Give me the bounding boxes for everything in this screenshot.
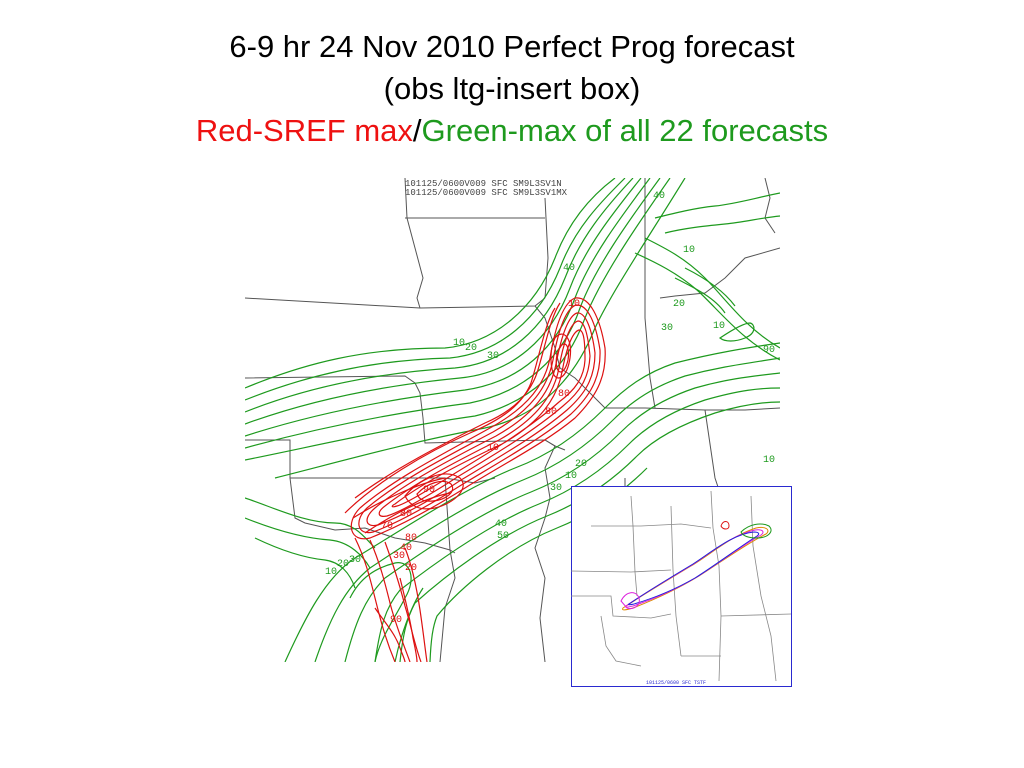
contour-label: 10 (683, 245, 695, 256)
contour-label: 70 (381, 521, 393, 532)
contour-label: 90 (763, 345, 775, 356)
red-contours (344, 297, 606, 662)
contour-label: 20 (337, 559, 349, 570)
contour-label: 10 (453, 338, 465, 349)
inset-contours (620, 521, 772, 611)
contour-label: 10 (487, 443, 499, 454)
map-header-line-2: 101125/0600V009 SFC SM9L3SV1MX (405, 188, 568, 198)
contour-label: 40 (400, 543, 412, 554)
contour-label: 80 (545, 407, 557, 418)
contour-label: 40 (653, 191, 665, 202)
title-line-2: (obs ltg-insert box) (383, 71, 641, 106)
contour-label: 30 (487, 351, 499, 362)
contour-label: 80 (400, 509, 412, 520)
inset-footer: 101125/0600 SFC TSTF (646, 680, 706, 686)
contour-label: 80 (558, 389, 570, 400)
contour-label: 40 (563, 263, 575, 274)
slide-title: 6-9 hr 24 Nov 2010 Perfect Prog forecast… (0, 26, 1024, 152)
contour-label: 10 (325, 567, 337, 578)
contour-label: 30 (550, 483, 562, 494)
forecast-map: 101125/0600V009 SFC SM9L3SV1N 101125/060… (245, 178, 780, 662)
contour-label: 30 (661, 323, 673, 334)
contour-label: 10 (763, 455, 775, 466)
contour-label: 10 (568, 299, 580, 310)
contour-label: 80 (405, 533, 417, 544)
contour-label: 90 (423, 485, 435, 496)
contour-label: 20 (465, 343, 477, 354)
title-max-label: Green-max of all 22 forecasts (421, 113, 829, 148)
contour-label: 30 (349, 555, 361, 566)
contour-label: 10 (713, 321, 725, 332)
contour-label: 30 (393, 551, 405, 562)
contour-label: 90 (390, 615, 402, 626)
title-separator: / (412, 113, 422, 148)
contour-label: 20 (405, 563, 417, 574)
contour-label: 50 (497, 531, 509, 542)
contour-label: 40 (495, 519, 507, 530)
contour-label: 10 (565, 471, 577, 482)
contour-label: 20 (673, 299, 685, 310)
title-line-1: 6-9 hr 24 Nov 2010 Perfect Prog forecast (229, 29, 795, 64)
title-line-3: Red-SREF max/Green-max of all 22 forecas… (0, 110, 1024, 152)
contour-label: 20 (575, 459, 587, 470)
red-contour-labels: 10 80 80 10 90 80 70 80 20 30 40 90 (381, 299, 580, 626)
title-sref-label: Red-SREF max (195, 113, 413, 148)
map-header-line-1: 101125/0600V009 SFC SM9L3SV1N (405, 179, 562, 189)
observed-lightning-inset: 101125/0600 SFC TSTF (571, 486, 792, 687)
